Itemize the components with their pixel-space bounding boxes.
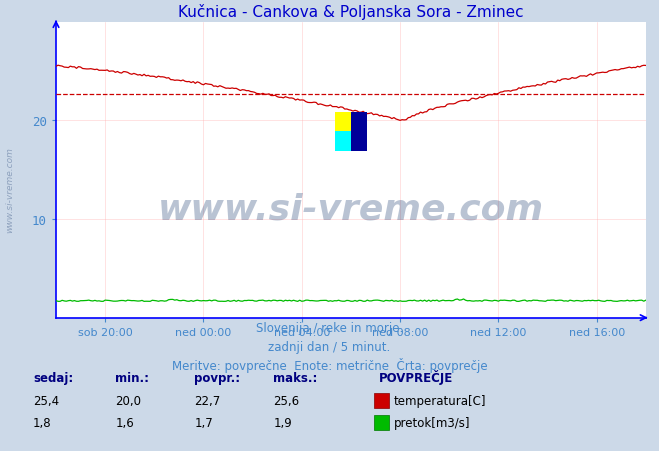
Text: 1,8: 1,8 bbox=[33, 416, 51, 429]
FancyBboxPatch shape bbox=[351, 112, 367, 152]
FancyBboxPatch shape bbox=[335, 132, 353, 152]
FancyBboxPatch shape bbox=[335, 112, 367, 132]
Text: POVPREČJE: POVPREČJE bbox=[379, 369, 453, 384]
Text: pretok[m3/s]: pretok[m3/s] bbox=[393, 416, 470, 429]
Text: 1,6: 1,6 bbox=[115, 416, 134, 429]
Text: 25,4: 25,4 bbox=[33, 395, 59, 408]
Text: sedaj:: sedaj: bbox=[33, 371, 73, 384]
Text: Meritve: povprečne  Enote: metrične  Črta: povprečje: Meritve: povprečne Enote: metrične Črta:… bbox=[172, 357, 487, 373]
Text: Slovenija / reke in morje.: Slovenija / reke in morje. bbox=[256, 322, 403, 335]
Text: povpr.:: povpr.: bbox=[194, 371, 241, 384]
Title: Kučnica - Cankova & Poljanska Sora - Zminec: Kučnica - Cankova & Poljanska Sora - Zmi… bbox=[178, 4, 524, 20]
Text: 25,6: 25,6 bbox=[273, 395, 300, 408]
Text: www.si-vreme.com: www.si-vreme.com bbox=[158, 192, 544, 226]
Text: 1,7: 1,7 bbox=[194, 416, 213, 429]
Text: maks.:: maks.: bbox=[273, 371, 318, 384]
Text: 22,7: 22,7 bbox=[194, 395, 221, 408]
Text: 1,9: 1,9 bbox=[273, 416, 292, 429]
Text: zadnji dan / 5 minut.: zadnji dan / 5 minut. bbox=[268, 341, 391, 354]
Text: temperatura[C]: temperatura[C] bbox=[393, 395, 486, 408]
Text: min.:: min.: bbox=[115, 371, 150, 384]
Text: 20,0: 20,0 bbox=[115, 395, 141, 408]
Text: www.si-vreme.com: www.si-vreme.com bbox=[5, 147, 14, 232]
